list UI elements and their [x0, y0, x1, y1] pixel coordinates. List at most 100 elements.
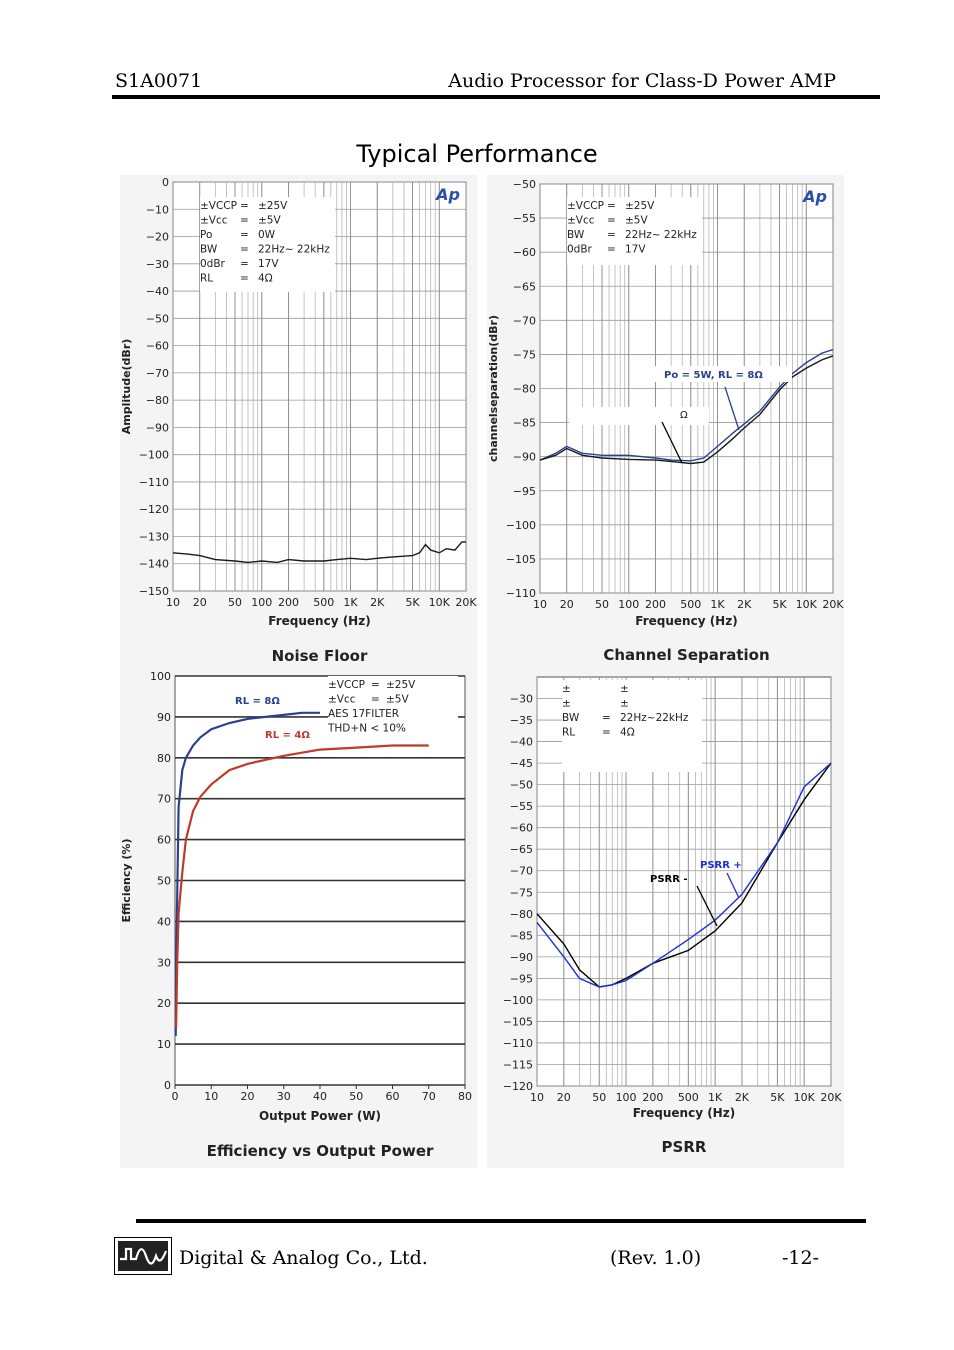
y-tick-label: −40	[510, 736, 533, 749]
y-tick-label: −80	[510, 908, 533, 921]
x-tick-label: 10	[204, 1090, 218, 1103]
series-line	[175, 744, 429, 1028]
y-tick-label: −70	[513, 314, 536, 327]
y-tick-label: −100	[503, 994, 533, 1007]
series-label: Po = 5W, RL = 8Ω	[664, 370, 763, 381]
condition-eq: =	[240, 215, 249, 227]
condition-value: 22Hz~22kHz	[620, 712, 689, 724]
y-tick-label: −110	[139, 476, 169, 489]
condition-eq: =	[607, 244, 616, 256]
condition-value: 17V	[625, 244, 646, 256]
x-tick-label: 10K	[794, 1091, 816, 1104]
condition-eq: =	[607, 229, 616, 241]
x-tick-label: 20K	[822, 598, 844, 611]
x-tick-label: 200	[278, 596, 299, 609]
annotation-background	[569, 407, 709, 425]
y-tick-label: 70	[157, 793, 171, 806]
condition-value: 4Ω	[258, 273, 273, 285]
x-tick-label: 50	[592, 1091, 606, 1104]
x-axis-label: Output Power (W)	[259, 1109, 381, 1123]
condition-value: 22Hz~ 22kHz	[258, 244, 330, 256]
x-tick-label: 500	[678, 1091, 699, 1104]
y-tick-label: −95	[513, 485, 536, 498]
footer-page-number: -12-	[782, 1247, 820, 1269]
y-tick-label: −65	[510, 843, 533, 856]
y-tick-label: −60	[513, 246, 536, 259]
annotation-text: Ω	[680, 410, 688, 421]
chart-caption: Noise Floor	[272, 647, 368, 665]
condition-param: RL	[562, 727, 575, 739]
y-tick-label: −90	[513, 451, 536, 464]
y-tick-label: −100	[506, 519, 536, 532]
y-tick-label: 60	[157, 834, 171, 847]
x-tick-label: 20	[193, 596, 207, 609]
y-tick-label: −60	[510, 822, 533, 835]
y-tick-label: −75	[510, 886, 533, 899]
condition-param: ±	[562, 683, 571, 695]
x-tick-label: 20K	[820, 1091, 842, 1104]
condition-param: THD+N < 10%	[327, 723, 406, 735]
series-line	[172, 541, 466, 564]
y-axis-label: Efficiency (%)	[120, 839, 133, 923]
y-tick-label: −80	[146, 394, 169, 407]
condition-param: BW	[562, 712, 580, 724]
x-tick-label: 5K	[405, 596, 420, 609]
series-label: PSRR -	[650, 874, 688, 885]
efficiency-chart: 0 10 20 30 40 50 60 70 80 90 100 0 10 20 30 40 50 60 70 80 ±…	[120, 668, 477, 1168]
condition-eq: =	[607, 200, 616, 212]
y-tick-label: −105	[506, 553, 536, 566]
condition-value: ±25V	[258, 200, 288, 212]
condition-eq: =	[602, 712, 611, 724]
condition-value: ±5V	[625, 215, 648, 227]
series-line	[539, 355, 834, 465]
y-tick-label: 90	[157, 711, 171, 724]
condition-eq: =	[240, 200, 249, 212]
noise-floor-chart: 0 −10 −20 −30 −40 −50 −60 −70 −80 −90 −100 −110 −120…	[120, 175, 477, 670]
conditions-background	[567, 197, 702, 265]
x-tick-label: 60	[386, 1090, 400, 1103]
y-tick-label: −120	[139, 503, 169, 516]
series-label: RL = 8Ω	[235, 696, 280, 707]
x-tick-label: 2K	[737, 598, 752, 611]
chart-caption: Efficiency vs Output Power	[207, 1142, 434, 1160]
y-tick-label: 40	[157, 915, 171, 928]
header-product: Audio Processor for Class-D Power AMP	[448, 70, 836, 92]
x-tick-label: 20	[241, 1090, 255, 1103]
y-tick-label: 10	[157, 1038, 171, 1051]
x-tick-label: 20	[560, 598, 574, 611]
footer-revision: (Rev. 1.0)	[610, 1247, 702, 1269]
x-tick-label: 80	[458, 1090, 472, 1103]
y-tick-label: −80	[513, 383, 536, 396]
y-tick-label: −70	[146, 367, 169, 380]
x-tick-label: 10K	[796, 598, 818, 611]
footer-company: Digital & Analog Co., Ltd.	[179, 1247, 428, 1269]
y-tick-label: 80	[157, 752, 171, 765]
condition-value: 22Hz~ 22kHz	[625, 229, 697, 241]
y-tick-label: −45	[510, 757, 533, 770]
y-tick-label: −10	[146, 203, 169, 216]
y-tick-label: −30	[510, 693, 533, 706]
condition-param: ±	[562, 698, 571, 710]
y-axis-label: channelseparation(dBr)	[487, 315, 500, 462]
conditions-background	[562, 680, 702, 772]
condition-eq: =	[240, 229, 249, 241]
x-tick-label: 30	[277, 1090, 291, 1103]
y-tick-label: −95	[510, 972, 533, 985]
condition-param: AES 17FILTER	[328, 708, 399, 720]
x-tick-label: 1K	[708, 1091, 723, 1104]
x-tick-label: 100	[616, 1091, 637, 1104]
condition-eq: =	[607, 215, 616, 227]
x-tick-label: 500	[680, 598, 701, 611]
annotation-arrow	[724, 386, 740, 431]
x-tick-label: 40	[313, 1090, 327, 1103]
x-tick-label: 10	[533, 598, 547, 611]
x-tick-label: 5K	[772, 598, 787, 611]
annotation-arrow	[726, 872, 740, 899]
x-axis-label: Frequency (Hz)	[633, 1106, 735, 1120]
x-axis-label: Frequency (Hz)	[268, 614, 370, 628]
y-tick-label: −55	[510, 800, 533, 813]
y-tick-label: −115	[503, 1058, 533, 1071]
x-tick-label: 100	[618, 598, 639, 611]
